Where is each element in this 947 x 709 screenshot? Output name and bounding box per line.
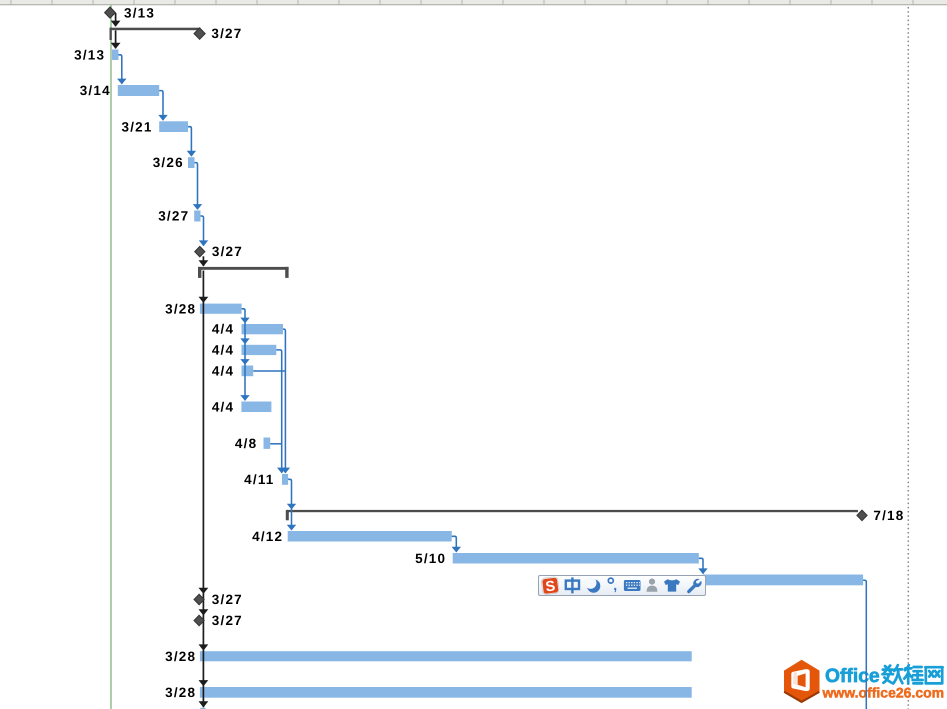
svg-text:3/27: 3/27 [212,244,243,259]
svg-text:4/11: 4/11 [244,472,274,487]
svg-text:4/4: 4/4 [212,343,234,358]
svg-text:3/28: 3/28 [165,649,196,664]
svg-text:3/26: 3/26 [153,155,184,170]
svg-text:4/12: 4/12 [252,529,283,544]
svg-text:3/14: 3/14 [80,83,111,98]
svg-text:3/13: 3/13 [124,5,155,20]
svg-text:3/13: 3/13 [74,47,105,62]
svg-text:3/28: 3/28 [165,685,196,700]
svg-text:4/4: 4/4 [212,364,234,379]
svg-text:3/21: 3/21 [122,119,153,134]
svg-text:S: S [545,578,557,595]
svg-text:7/18: 7/18 [873,508,904,523]
svg-text:4/4: 4/4 [212,399,234,414]
svg-text:,: , [613,577,617,593]
svg-text:3/27: 3/27 [212,613,243,628]
svg-text:3/28: 3/28 [165,301,196,316]
svg-text:4/4: 4/4 [212,322,234,337]
svg-text:5/10: 5/10 [415,551,446,566]
svg-text:3/27: 3/27 [211,26,242,41]
svg-text:3/27: 3/27 [158,209,189,224]
svg-text:4/8: 4/8 [235,436,257,451]
svg-text:3/27: 3/27 [212,592,243,607]
